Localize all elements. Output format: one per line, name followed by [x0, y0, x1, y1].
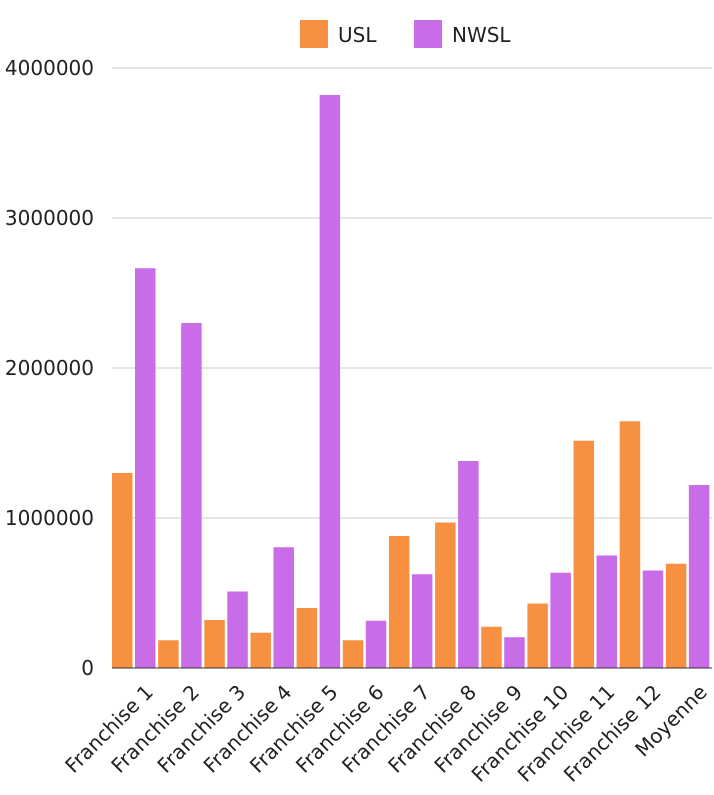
legend-swatch-usl: [300, 20, 328, 48]
bar-nwsl-13: [688, 485, 710, 668]
bar-nwsl-2: [181, 323, 202, 668]
y-tick-label: 2000000: [5, 356, 94, 380]
legend: USL NWSL: [300, 20, 511, 48]
bar-nwsl-6: [365, 620, 387, 668]
legend-label-usl: USL: [338, 23, 377, 47]
bar-usl-8: [435, 522, 456, 668]
bar-usl-12: [619, 421, 641, 668]
bar-nwsl-12: [642, 570, 664, 668]
bar-usl-2: [158, 640, 179, 668]
bar-usl-4: [250, 632, 271, 668]
bar-usl-3: [204, 620, 225, 668]
bar-usl-5: [296, 608, 318, 668]
y-axis-ticks: 0 1000000 2000000 3000000 4000000: [5, 56, 94, 680]
bar-usl-7: [388, 536, 410, 668]
gridlines: [112, 67, 712, 519]
bar-nwsl-4: [273, 547, 294, 668]
bar-usl-11: [573, 440, 595, 668]
bar-usl-6: [342, 640, 364, 668]
legend-label-nwsl: NWSL: [452, 23, 511, 47]
bar-nwsl-9: [504, 637, 525, 668]
bar-usl-1: [112, 473, 133, 668]
bar-nwsl-3: [227, 591, 248, 668]
bar-nwsl-7: [411, 574, 433, 668]
y-tick-label: 3000000: [5, 206, 94, 230]
y-tick-label: 4000000: [5, 56, 94, 80]
bar-nwsl-8: [458, 461, 479, 668]
bar-nwsl-11: [596, 555, 618, 668]
bar-usl-13: [665, 563, 687, 668]
bar-nwsl-10: [550, 572, 571, 668]
y-tick-label: 1000000: [5, 506, 94, 530]
bar-nwsl-5: [319, 95, 341, 668]
bar-nwsl-1: [135, 268, 156, 668]
bar-usl-9: [481, 626, 502, 668]
bar-usl-10: [527, 603, 548, 668]
legend-swatch-nwsl: [414, 20, 442, 48]
y-tick-label: 0: [81, 656, 94, 680]
bars: [112, 95, 710, 668]
